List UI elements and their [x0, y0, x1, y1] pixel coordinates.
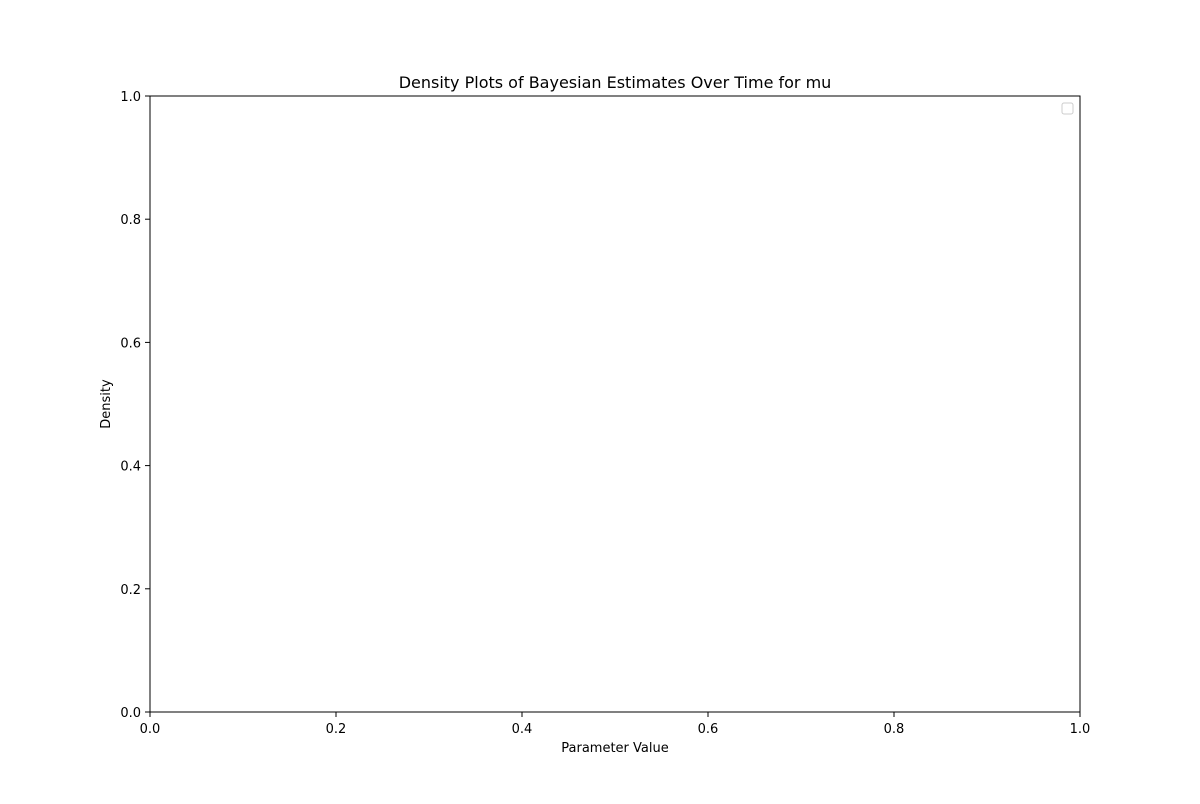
- y-tick-label: 0.2: [120, 583, 141, 598]
- x-tick-label: 0.6: [698, 722, 719, 737]
- x-axis-label: Parameter Value: [561, 741, 668, 756]
- y-tick-label: 0.6: [120, 336, 141, 351]
- x-tick-label: 1.0: [1070, 722, 1091, 737]
- x-tick-label: 0.4: [512, 722, 533, 737]
- x-tick-label: 0.0: [140, 722, 161, 737]
- x-tick-label: 0.8: [884, 722, 905, 737]
- plot-area: [149, 95, 1081, 713]
- legend-box: [1061, 102, 1074, 115]
- y-axis-label: Density: [99, 379, 114, 429]
- y-tick-label: 0.0: [120, 706, 141, 721]
- x-axis-ticks: 0.0 0.2 0.4 0.6 0.8 1.0: [140, 712, 1091, 737]
- y-axis-ticks: 0.0 0.2 0.4 0.6 0.8 1.0: [120, 90, 150, 721]
- x-tick-label: 0.2: [326, 722, 347, 737]
- chart-title: Density Plots of Bayesian Estimates Over…: [399, 73, 832, 92]
- y-tick-label: 1.0: [120, 90, 141, 105]
- y-tick-label: 0.4: [120, 460, 141, 475]
- y-tick-label: 0.8: [120, 213, 141, 228]
